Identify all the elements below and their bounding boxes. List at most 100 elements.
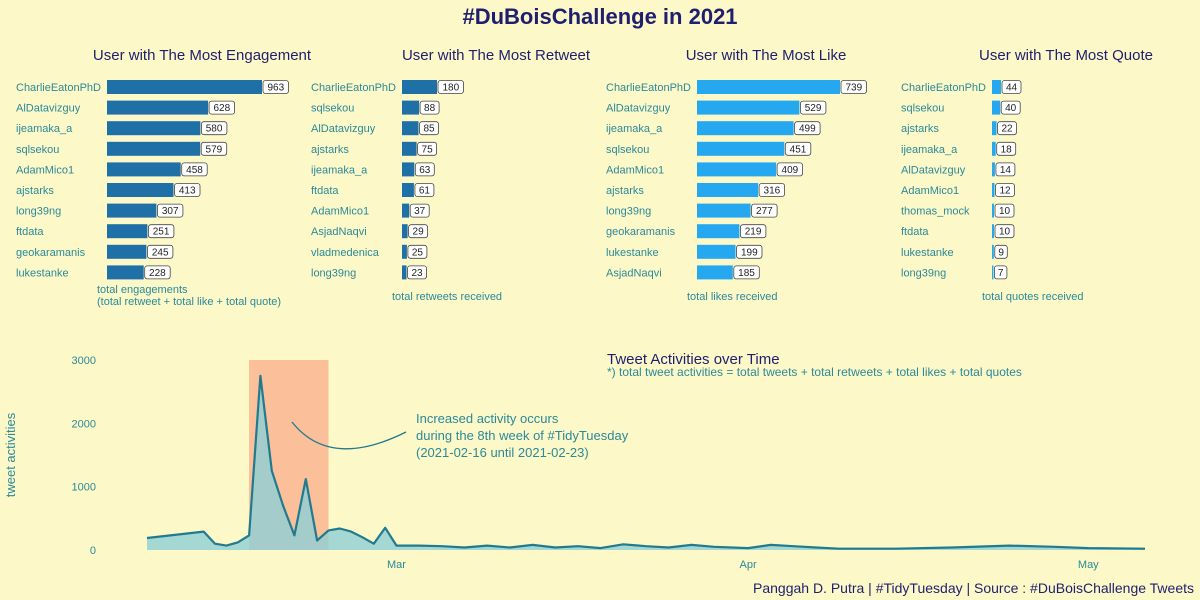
- data-label: 180: [442, 83, 459, 94]
- annotation-curve: [291, 421, 407, 450]
- data-label: 88: [424, 103, 436, 114]
- bar: [402, 224, 408, 239]
- category-label: sqlsekou: [311, 103, 354, 115]
- data-label-box: [262, 80, 289, 94]
- category-label: ajstarks: [311, 144, 349, 156]
- timeseries-subtitle: *) total tweet activities = total tweets…: [607, 365, 1022, 379]
- data-label: 40: [1005, 103, 1017, 114]
- category-label: ajstarks: [901, 123, 939, 135]
- bar: [992, 100, 1001, 115]
- y-tick-label: 3000: [72, 355, 96, 367]
- bar: [402, 100, 420, 115]
- panel-title: User with The Most Retweet: [402, 47, 591, 64]
- bar: [107, 141, 201, 156]
- data-label-box: [417, 141, 438, 156]
- data-label: 185: [738, 268, 755, 279]
- bar: [697, 121, 794, 136]
- bar: [402, 244, 407, 259]
- panel-title: User with The Most Like: [686, 47, 847, 64]
- data-label-box: [407, 265, 427, 280]
- data-label: 316: [764, 186, 781, 197]
- data-label: 628: [213, 103, 230, 114]
- data-label-box: [995, 162, 1016, 177]
- category-label: AdamMico1: [16, 164, 74, 176]
- category-label: geokaramanis: [16, 247, 86, 259]
- data-label-box: [408, 224, 429, 239]
- axis-caption: total quotes received: [982, 291, 1084, 303]
- annotation-text: (2021-02-16 until 2021-02-23): [416, 445, 589, 460]
- category-label: AdamMico1: [606, 164, 664, 176]
- bar: [107, 265, 144, 280]
- bar: [402, 162, 415, 177]
- data-label: 251: [153, 227, 170, 238]
- data-label: 37: [414, 206, 426, 217]
- bar: [697, 224, 740, 239]
- category-label: ijeamaka_a: [311, 164, 368, 176]
- data-label: 29: [413, 227, 425, 238]
- bar: [107, 244, 147, 259]
- data-label-box: [144, 265, 171, 280]
- category-label: AsjadNaqvi: [606, 267, 662, 279]
- data-label: 61: [419, 186, 431, 197]
- bar: [107, 80, 262, 94]
- category-label: ijeamaka_a: [606, 123, 663, 135]
- y-tick-label: 0: [90, 545, 96, 557]
- data-label: 23: [411, 268, 423, 279]
- data-label-box: [1001, 80, 1022, 94]
- bar: [697, 80, 840, 94]
- data-label-box: [776, 162, 803, 177]
- data-label: 245: [152, 247, 169, 258]
- bar: [402, 203, 410, 218]
- data-label-box: [994, 244, 1008, 259]
- category-label: ijeamaka_a: [901, 144, 958, 156]
- category-label: CharlieEatonPhD: [311, 82, 396, 94]
- data-label-box: [784, 141, 812, 156]
- bar: [697, 203, 751, 218]
- x-tick-label: Apr: [740, 559, 757, 571]
- category-label: AlDatavizguy: [606, 103, 671, 115]
- category-label: sqlsekou: [16, 144, 59, 156]
- data-label: 579: [206, 144, 223, 155]
- category-label: CharlieEatonPhD: [901, 82, 986, 94]
- axis-caption: total retweets received: [392, 291, 502, 303]
- data-label-box: [758, 183, 785, 197]
- category-label: long39ng: [16, 206, 61, 218]
- bar: [992, 224, 994, 239]
- category-label: AdamMico1: [311, 206, 369, 218]
- data-label-box: [996, 141, 1017, 156]
- data-label-box: [156, 203, 184, 218]
- data-label-box: [994, 224, 1015, 239]
- data-label: 228: [149, 268, 166, 279]
- series-line: [146, 374, 1146, 550]
- category-label: ftdata: [901, 226, 929, 238]
- bar: [107, 162, 181, 177]
- category-label: ajstarks: [606, 185, 644, 197]
- category-label: AdamMico1: [901, 185, 959, 197]
- category-label: ajstarks: [16, 185, 54, 197]
- category-label: long39ng: [606, 206, 651, 218]
- bar: [697, 141, 785, 156]
- data-label-box: [200, 121, 228, 136]
- category-label: AlDatavizguy: [16, 103, 81, 115]
- bar: [697, 244, 736, 259]
- category-label: thomas_mock: [901, 206, 970, 218]
- bar: [402, 141, 417, 156]
- data-label-box: [751, 203, 778, 218]
- annotation-text: Increased activity occurs: [416, 411, 559, 426]
- data-label-box: [800, 100, 827, 115]
- y-tick-label: 1000: [72, 482, 96, 494]
- data-label: 75: [422, 144, 434, 155]
- data-label: 9: [998, 247, 1004, 258]
- bar: [107, 203, 157, 218]
- data-label: 580: [206, 124, 223, 135]
- bar: [992, 121, 997, 136]
- data-label: 7: [998, 268, 1004, 279]
- category-label: ftdata: [311, 185, 339, 197]
- bar: [402, 80, 437, 94]
- category-label: sqlsekou: [901, 103, 944, 115]
- data-label-box: [181, 162, 208, 177]
- bar: [107, 100, 209, 115]
- category-label: CharlieEatonPhD: [16, 82, 101, 94]
- chart-title: #DuBoisChallenge in 2021: [462, 4, 738, 29]
